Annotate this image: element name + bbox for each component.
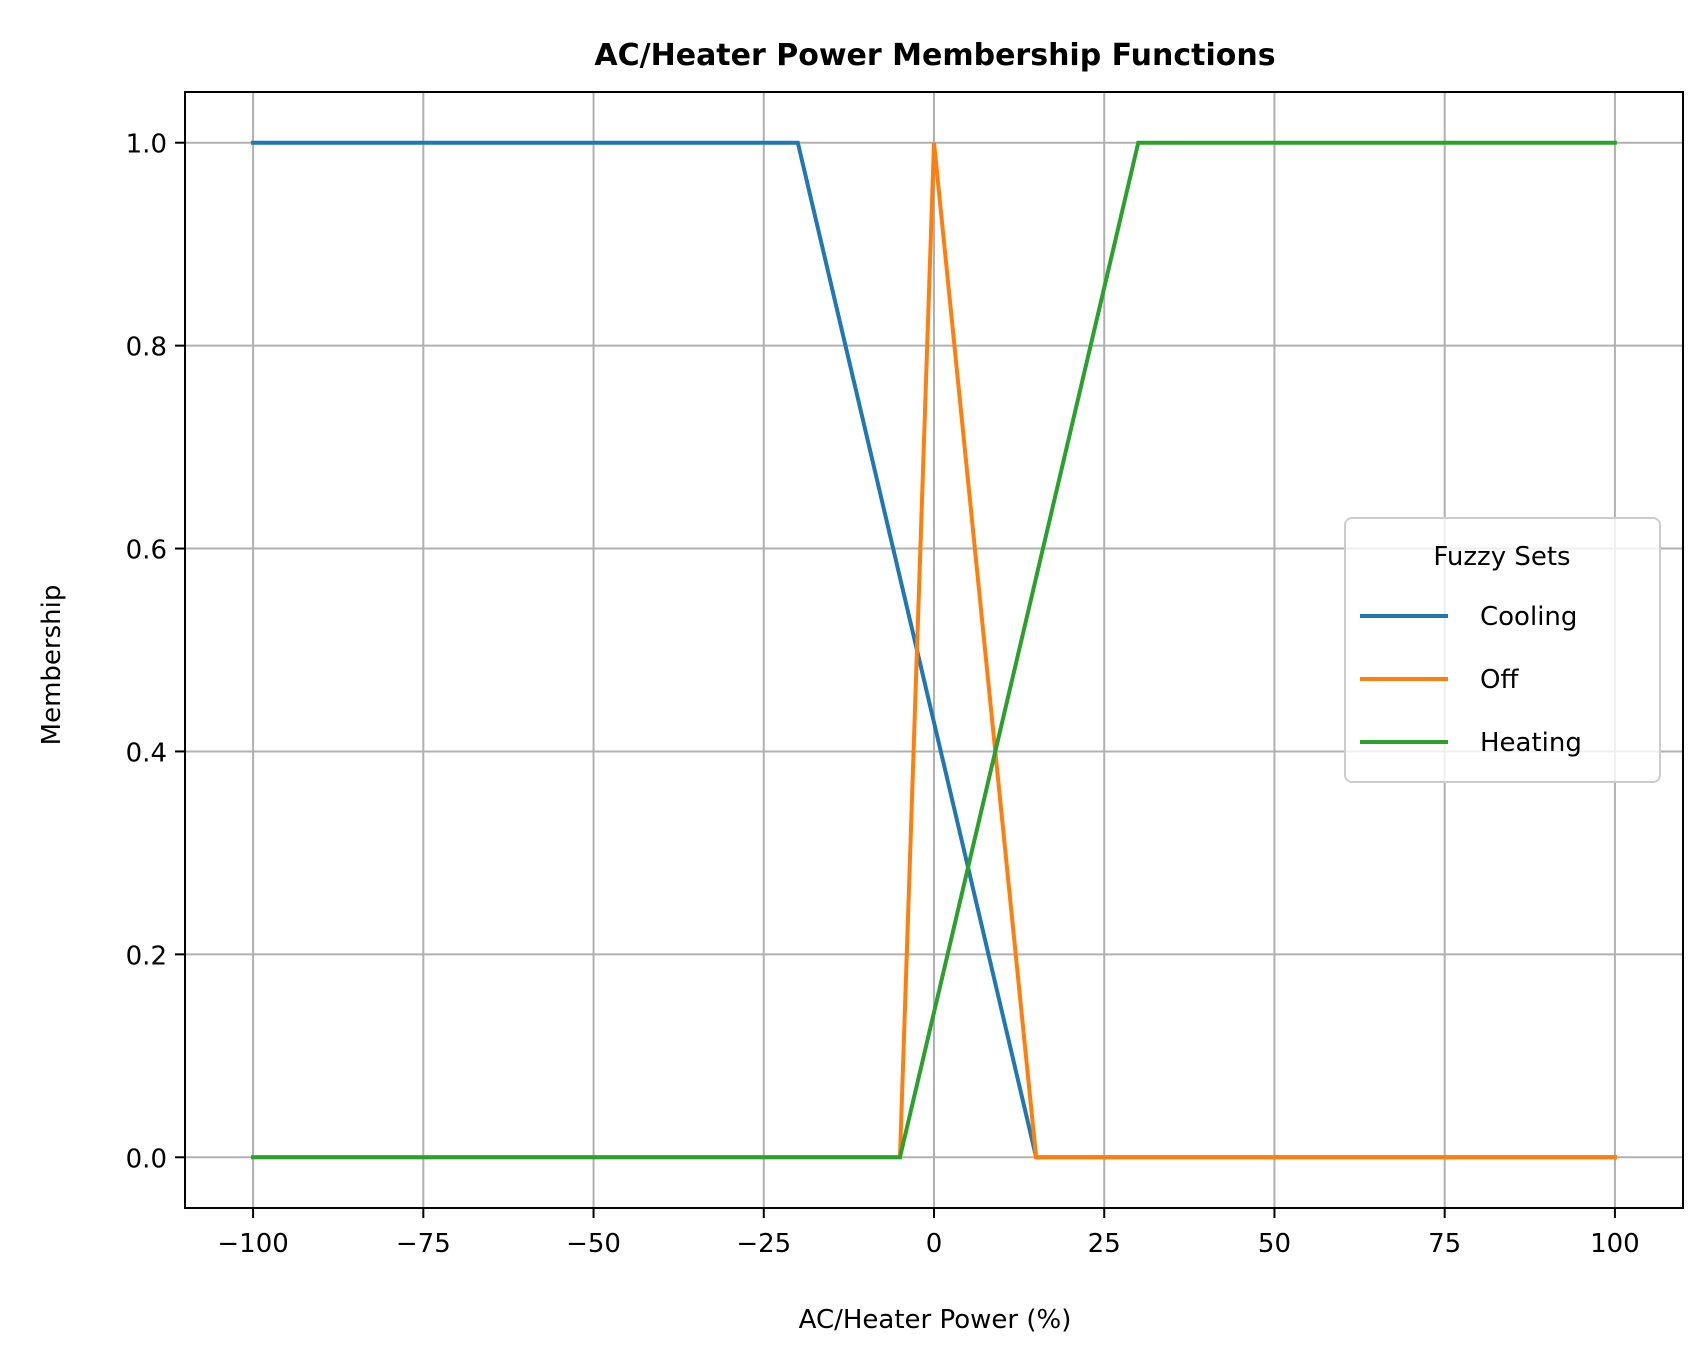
y-tick-label: 0.6 [126,536,167,566]
x-tick-label: 25 [1088,1229,1121,1259]
y-tick-label: 0.0 [126,1144,167,1174]
y-tick-label: 0.2 [126,941,167,971]
legend-label-heating: Heating [1480,728,1582,758]
legend-box [1344,517,1661,783]
x-tick-label: −50 [566,1229,621,1259]
x-axis-ticks: −100 −75 −50 −25 0 25 50 75 100 [217,1208,1640,1259]
x-tick-label: 100 [1590,1229,1640,1259]
y-axis-ticks: 0.0 0.2 0.4 0.6 0.8 1.0 [126,130,185,1174]
y-tick-label: 0.4 [126,738,167,768]
x-tick-label: 75 [1428,1229,1461,1259]
legend-entries: Cooling Off Heating [1360,602,1582,758]
chart-title: AC/Heater Power Membership Functions [594,38,1275,73]
legend-title: Fuzzy Sets [1433,542,1570,572]
legend-label-cooling: Cooling [1480,602,1577,632]
x-tick-label: 0 [926,1229,943,1259]
x-tick-label: −100 [217,1229,288,1259]
x-tick-label: −75 [396,1229,451,1259]
y-tick-label: 0.8 [126,333,167,363]
x-tick-label: −25 [736,1229,791,1259]
legend-label-off: Off [1480,665,1519,695]
legend: Fuzzy Sets Cooling Off Heating [1344,517,1661,783]
x-tick-label: 50 [1258,1229,1291,1259]
y-tick-label: 1.0 [126,130,167,160]
y-axis-label: Membership [37,585,67,746]
series-line-heating [251,140,1617,1160]
x-axis-label: AC/Heater Power (%) [799,1305,1072,1335]
series-lines [251,140,1617,1160]
